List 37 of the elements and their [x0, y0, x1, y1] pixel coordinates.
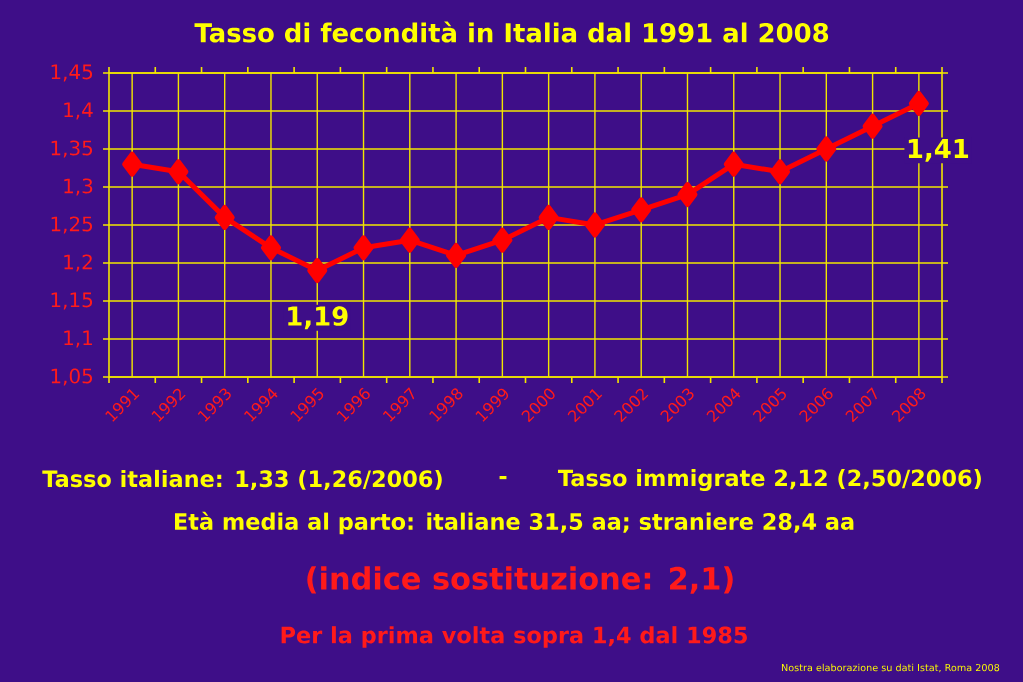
text: Per la prima volta sopra 1,4 dal 1985: [281, 626, 747, 648]
text: Età media al parto: italiane 31,5 aa; straniere 28,4 aa: [175, 511, 854, 535]
point: [538, 204, 559, 230]
point: [862, 113, 883, 139]
text: Tasso italiane: 1,33 (1,26/2006): [42, 469, 442, 491]
chart-title: Tasso di fecondità in Italia dal 1991 al 2008: [194, 21, 829, 43]
point: [677, 182, 698, 208]
text: Nostra elaborazione su dati Istat, Roma 2008: [781, 663, 1000, 673]
point: [307, 258, 328, 284]
text: Tasso immigrate 2,12 (2,50/2006): [557, 469, 981, 491]
y-tick-label: 1,25: [51, 216, 93, 234]
data-label: 1,19: [288, 306, 348, 330]
point: [446, 242, 467, 268]
y-tick-label: 1,15: [51, 292, 93, 310]
point: [770, 159, 791, 185]
point: [168, 159, 189, 185]
data-label: 1,41: [908, 139, 969, 162]
y-tick-label: 1,05: [51, 368, 93, 386]
point: [584, 212, 605, 238]
point: [816, 136, 837, 162]
text: (indice sostituzione: 2,1): [307, 566, 733, 594]
text: -: [499, 475, 507, 480]
point: [214, 204, 235, 230]
point: [260, 235, 281, 261]
point: [908, 90, 929, 116]
y-tick-label: 1,2: [64, 254, 92, 272]
point: [399, 227, 420, 253]
point: [353, 235, 374, 261]
point: [492, 227, 513, 253]
y-tick-label: 1,3: [64, 178, 93, 196]
point: [723, 151, 744, 177]
y-tick-label: 1,4: [64, 102, 93, 120]
point: [631, 197, 652, 223]
y-tick-label: 1,1: [64, 330, 92, 348]
y-tick-label: 1,45: [51, 64, 93, 82]
y-tick-label: 1,35: [51, 140, 93, 158]
point: [122, 151, 143, 177]
